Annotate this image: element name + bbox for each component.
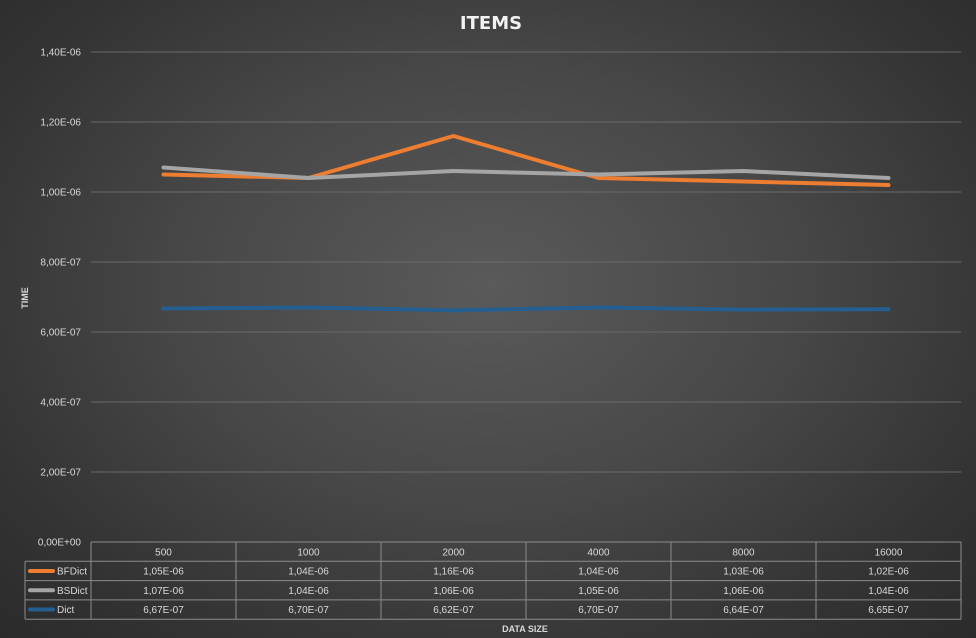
data-label: 1,04E-06 (288, 566, 329, 577)
data-label: 6,70E-07 (578, 605, 619, 616)
data-label: 1,06E-06 (723, 586, 764, 597)
data-label: 6,64E-07 (723, 605, 764, 616)
y-tick-label: 2,00E-07 (40, 468, 81, 479)
data-label: 1,16E-06 (433, 566, 474, 577)
x-category-label: 1000 (297, 548, 320, 559)
y-axis-title: TIME (20, 287, 30, 309)
legend-label: BFDict (57, 566, 87, 577)
y-tick-label: 1,40E-06 (40, 48, 81, 59)
data-label: 1,04E-06 (288, 586, 329, 597)
y-tick-label: 6,00E-07 (40, 328, 81, 339)
legend-label: Dict (57, 605, 74, 616)
series-line-bsdict (161, 165, 891, 180)
data-label: 1,05E-06 (578, 586, 619, 597)
y-tick-label: 8,00E-07 (40, 258, 81, 269)
data-label: 6,70E-07 (288, 605, 329, 616)
x-category-label: 8000 (732, 548, 755, 559)
y-tick-label: 1,00E-06 (40, 188, 81, 199)
x-axis-title: DATA SIZE (502, 624, 548, 634)
data-label: 1,04E-06 (868, 586, 909, 597)
data-label: 1,04E-06 (578, 566, 619, 577)
data-label: 1,02E-06 (868, 566, 909, 577)
chart-title: ITEMS (460, 13, 522, 34)
data-label: 6,65E-07 (868, 605, 909, 616)
data-label: 6,67E-07 (143, 605, 184, 616)
data-label: 1,07E-06 (143, 586, 184, 597)
data-label: 6,62E-07 (433, 605, 474, 616)
y-tick-label: 1,20E-06 (40, 118, 81, 129)
y-tick-label: 0,00E+00 (38, 538, 82, 549)
data-label: 1,03E-06 (723, 566, 764, 577)
legend-label: BSDict (57, 586, 88, 597)
x-category-label: 16000 (875, 548, 903, 559)
x-category-label: 500 (155, 548, 172, 559)
x-category-label: 2000 (442, 548, 465, 559)
series-line-bfdict (161, 134, 891, 187)
data-label: 1,06E-06 (433, 586, 474, 597)
x-category-label: 4000 (587, 548, 610, 559)
y-tick-label: 4,00E-07 (40, 398, 81, 409)
data-label: 1,05E-06 (143, 566, 184, 577)
series-line-dict (161, 305, 891, 313)
